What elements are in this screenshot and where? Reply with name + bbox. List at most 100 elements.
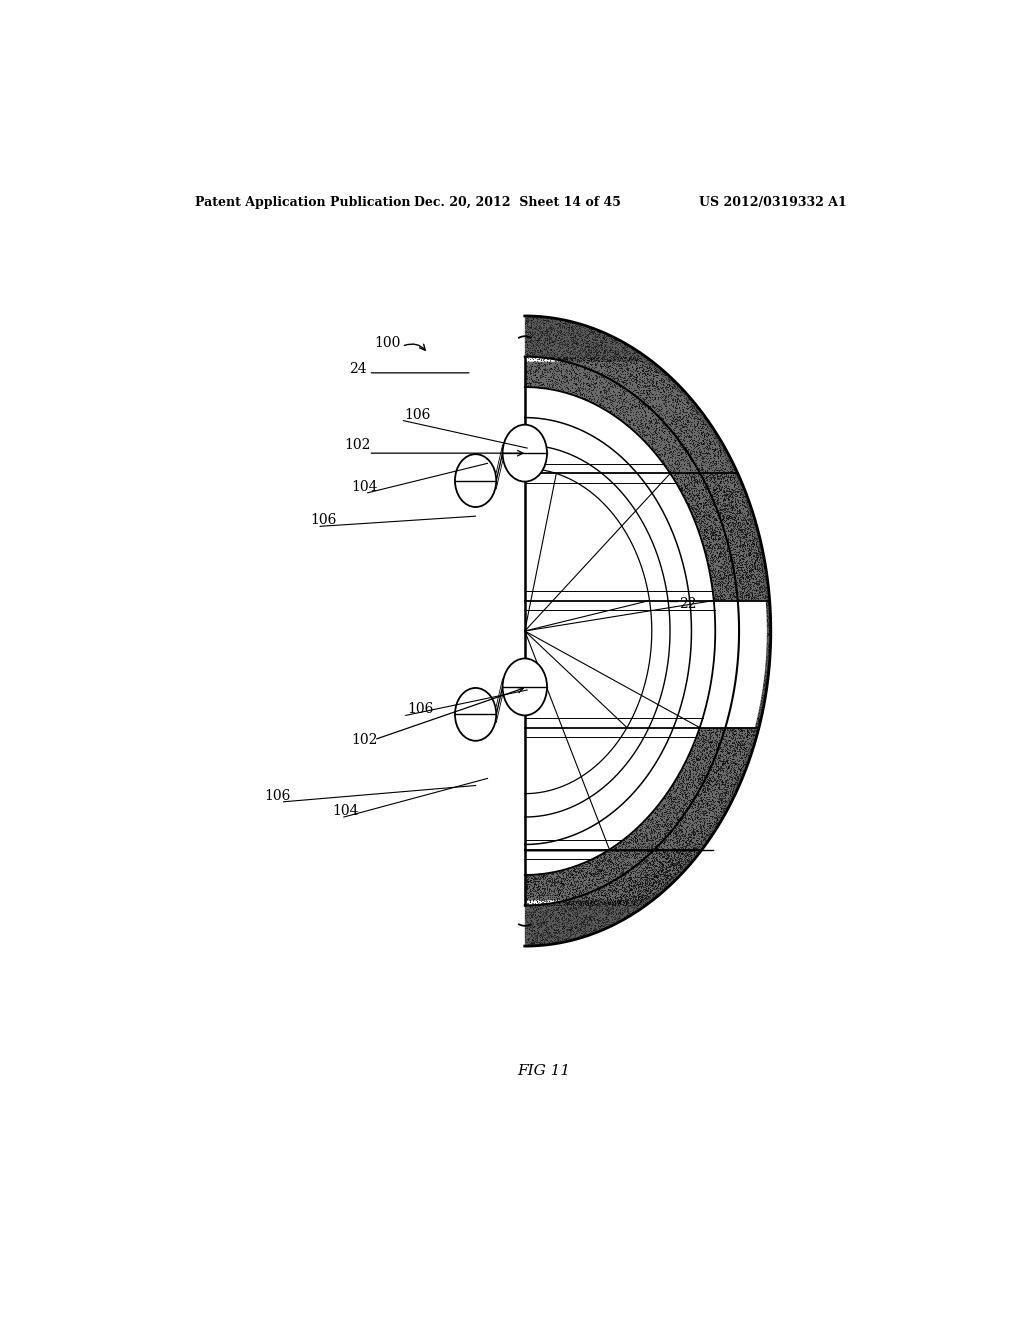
Point — [744, 676, 761, 697]
Point — [526, 343, 543, 364]
Point — [748, 682, 764, 704]
Point — [738, 535, 755, 556]
Point — [699, 471, 716, 492]
Point — [684, 809, 700, 830]
Point — [720, 455, 736, 477]
Point — [548, 920, 564, 941]
Point — [719, 531, 735, 552]
Point — [688, 810, 705, 832]
Point — [637, 378, 653, 399]
Point — [755, 564, 771, 585]
Point — [632, 861, 648, 882]
Point — [709, 766, 725, 787]
Point — [553, 327, 569, 348]
Point — [658, 816, 675, 837]
Point — [560, 333, 577, 354]
Point — [711, 465, 727, 486]
Point — [713, 482, 729, 503]
Point — [629, 385, 645, 407]
Point — [635, 346, 651, 367]
Point — [752, 676, 768, 697]
Point — [739, 620, 756, 642]
Point — [656, 444, 673, 465]
Point — [611, 890, 628, 911]
Point — [639, 380, 655, 401]
Point — [741, 594, 758, 615]
Point — [719, 748, 735, 770]
Point — [657, 403, 674, 424]
Point — [635, 359, 651, 380]
Point — [612, 878, 629, 899]
Point — [604, 337, 621, 358]
Point — [696, 784, 713, 805]
Point — [727, 702, 743, 723]
Point — [670, 400, 686, 421]
Point — [582, 899, 598, 920]
Point — [699, 774, 716, 795]
Point — [525, 879, 542, 900]
Point — [731, 524, 748, 545]
Point — [537, 325, 553, 346]
Point — [746, 558, 763, 579]
Point — [714, 465, 730, 486]
Point — [530, 866, 547, 887]
Point — [637, 400, 653, 421]
Point — [734, 655, 751, 676]
Point — [725, 549, 741, 570]
Point — [598, 913, 614, 935]
Point — [724, 764, 740, 785]
Point — [659, 843, 676, 865]
Point — [527, 321, 544, 342]
Point — [643, 385, 659, 407]
Point — [711, 467, 727, 488]
Point — [673, 399, 689, 420]
Point — [606, 838, 623, 859]
Point — [626, 368, 642, 389]
Point — [566, 916, 583, 937]
Point — [650, 859, 667, 880]
Point — [746, 689, 763, 710]
Point — [649, 362, 666, 383]
Point — [662, 857, 678, 878]
Point — [566, 363, 583, 384]
Point — [742, 702, 759, 723]
Point — [528, 909, 545, 931]
Point — [760, 663, 776, 684]
Point — [740, 631, 757, 652]
Point — [709, 758, 725, 779]
Point — [662, 821, 678, 842]
Point — [699, 792, 716, 813]
Point — [623, 867, 639, 888]
Point — [608, 366, 625, 387]
Point — [741, 552, 758, 573]
Point — [735, 764, 752, 785]
Point — [645, 820, 662, 841]
Point — [746, 519, 763, 540]
Point — [610, 356, 627, 378]
Point — [721, 746, 737, 767]
Point — [741, 569, 758, 590]
Point — [654, 846, 671, 867]
Point — [550, 888, 566, 909]
Point — [564, 321, 581, 342]
Point — [721, 704, 737, 725]
Point — [714, 466, 730, 487]
Point — [707, 820, 723, 841]
Point — [535, 911, 551, 932]
Point — [658, 370, 675, 391]
Point — [530, 887, 547, 908]
Point — [751, 536, 767, 557]
Point — [637, 372, 653, 393]
Point — [722, 791, 738, 812]
Point — [737, 569, 754, 590]
Point — [666, 780, 682, 801]
Point — [696, 428, 713, 449]
Point — [582, 342, 598, 363]
Point — [741, 622, 758, 643]
Point — [688, 469, 705, 490]
Point — [742, 743, 759, 764]
Point — [688, 411, 705, 432]
Point — [678, 808, 694, 829]
Point — [682, 484, 698, 506]
Point — [670, 814, 686, 836]
